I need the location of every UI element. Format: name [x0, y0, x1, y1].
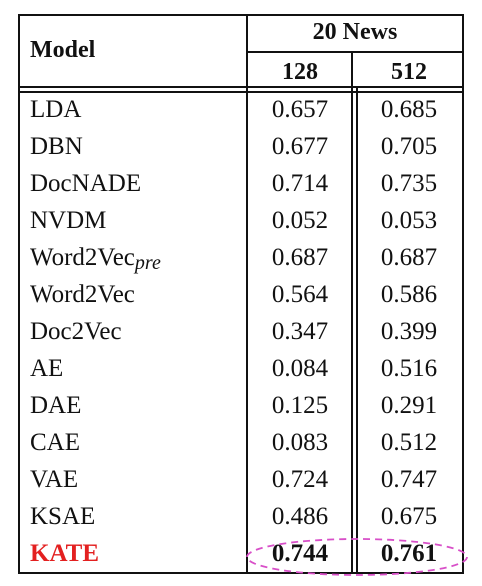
model-name-base: Word2Vec [30, 244, 135, 271]
score-128-best: 0.744 [271, 540, 329, 567]
table-border-top [18, 14, 464, 16]
model-name: KSAE [30, 503, 96, 530]
model-name: AE [30, 355, 64, 382]
score-128: 0.687 [271, 244, 329, 271]
score-512: 0.516 [380, 355, 438, 382]
column-separator-128-a [351, 53, 353, 574]
score-512-best: 0.761 [380, 540, 438, 567]
results-table: Model 20 News 128 512 LDA 0.657 0.685 DB… [18, 14, 468, 576]
model-name: Word2Vec [30, 281, 135, 308]
score-128: 0.677 [271, 133, 329, 160]
model-name: NVDM [30, 207, 107, 234]
column-header-128: 128 [282, 59, 318, 85]
score-512: 0.512 [380, 429, 438, 456]
model-column-header: Model [30, 37, 96, 63]
score-128: 0.084 [271, 355, 329, 382]
model-name: Word2Vecpre [30, 245, 161, 273]
model-name-subscript: pre [134, 252, 161, 274]
model-name: Doc2Vec [30, 318, 122, 345]
table-border-right [462, 14, 464, 574]
score-128: 0.564 [271, 281, 329, 308]
score-512: 0.291 [380, 392, 438, 419]
highlight-ellipse-shape [246, 538, 468, 576]
model-name: LDA [30, 96, 82, 123]
column-separator-128-b [356, 88, 358, 574]
score-512: 0.705 [380, 133, 438, 160]
score-128: 0.657 [271, 96, 329, 123]
score-512: 0.586 [380, 281, 438, 308]
score-512: 0.675 [380, 503, 438, 530]
group-header-rule [246, 51, 464, 53]
header-rule-top [18, 86, 464, 88]
score-512: 0.687 [380, 244, 438, 271]
highlight-ellipse [246, 538, 468, 576]
score-128: 0.714 [271, 170, 329, 197]
score-128: 0.486 [271, 503, 329, 530]
score-128: 0.125 [271, 392, 329, 419]
score-512: 0.747 [380, 466, 438, 493]
table-border-bottom [18, 572, 464, 574]
score-512: 0.053 [380, 207, 438, 234]
model-name: DBN [30, 133, 83, 160]
column-header-512: 512 [391, 59, 427, 85]
model-name: DocNADE [30, 170, 142, 197]
model-name: CAE [30, 429, 80, 456]
header-rule-bottom [18, 91, 464, 93]
column-separator-model [246, 14, 248, 574]
score-128: 0.724 [271, 466, 329, 493]
score-512: 0.399 [380, 318, 438, 345]
score-128: 0.347 [271, 318, 329, 345]
score-512: 0.685 [380, 96, 438, 123]
model-name-highlight: KATE [30, 540, 99, 567]
model-name: DAE [30, 392, 82, 419]
model-name: VAE [30, 466, 79, 493]
score-128: 0.083 [271, 429, 329, 456]
table-border-left [18, 14, 20, 574]
score-512: 0.735 [380, 170, 438, 197]
dataset-group-header: 20 News [312, 19, 398, 45]
score-128: 0.052 [271, 207, 329, 234]
